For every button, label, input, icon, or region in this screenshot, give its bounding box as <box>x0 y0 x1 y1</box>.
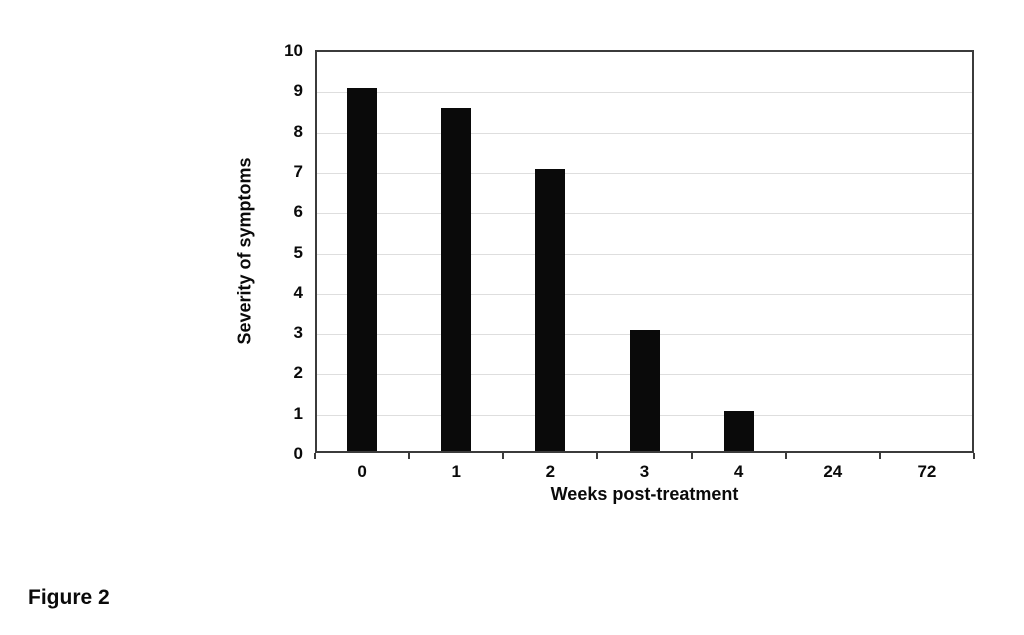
x-axis-tick <box>784 453 787 459</box>
bar <box>535 168 566 451</box>
x-axis-tick <box>690 453 693 459</box>
figure-caption: Figure 2 <box>28 586 110 609</box>
y-tick-label: 0 <box>293 444 303 463</box>
x-tick-label: 0 <box>357 462 367 481</box>
bar <box>441 108 472 451</box>
x-tick-label: 4 <box>733 462 744 481</box>
y-tick-label: 4 <box>293 282 303 302</box>
y-tick-label: 9 <box>293 81 303 101</box>
x-axis-tick <box>408 453 411 459</box>
bar <box>347 88 378 451</box>
x-axis-tick <box>973 453 975 459</box>
x-tick-label: 1 <box>451 462 461 481</box>
y-axis-title-text: Severity of symptoms <box>234 157 255 345</box>
bar <box>723 410 754 451</box>
x-tick-label: 2 <box>545 462 556 481</box>
y-tick-label: 6 <box>293 202 303 222</box>
y-tick-label: 3 <box>293 323 303 343</box>
gridline <box>317 213 972 215</box>
y-tick-label: 1 <box>293 403 303 423</box>
gridline <box>317 172 972 174</box>
x-axis-tick <box>596 453 599 459</box>
x-axis-tick <box>878 453 881 459</box>
x-axis-title: Weeks post-treatment <box>550 484 739 504</box>
y-tick-label: 5 <box>293 242 303 262</box>
y-tick-label: 7 <box>293 161 303 181</box>
x-tick-label: 3 <box>639 462 650 481</box>
y-tick-label: 8 <box>293 121 303 141</box>
gridline <box>317 253 972 255</box>
y-tick-label: 10 <box>284 41 303 60</box>
x-tick-label: 24 <box>823 462 843 481</box>
y-tick-label: 2 <box>293 363 303 383</box>
gridline <box>317 92 972 94</box>
gridline <box>317 293 972 295</box>
gridline <box>317 132 972 134</box>
x-axis-tick <box>502 453 505 459</box>
plot-area <box>315 50 974 453</box>
bar <box>629 330 660 451</box>
x-axis-tick <box>314 453 316 459</box>
x-tick-label: 72 <box>917 462 937 481</box>
